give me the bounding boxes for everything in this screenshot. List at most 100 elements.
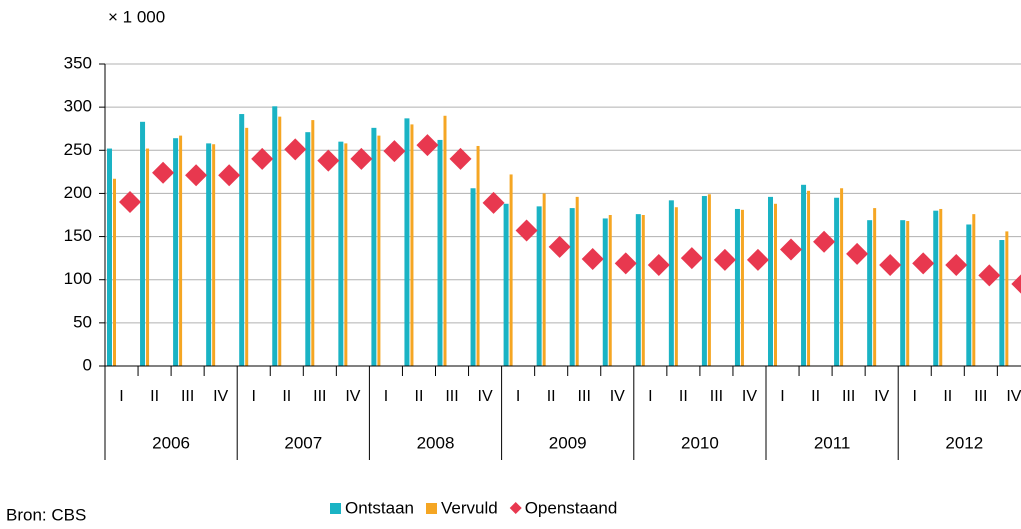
bar bbox=[239, 114, 245, 366]
x-tick-label: III bbox=[842, 388, 855, 405]
x-tick-label: II bbox=[547, 388, 556, 405]
bar bbox=[834, 197, 840, 366]
bar bbox=[107, 148, 112, 366]
bar bbox=[602, 218, 608, 366]
marker bbox=[945, 254, 968, 277]
marker bbox=[548, 235, 571, 258]
bar bbox=[278, 116, 282, 367]
bar bbox=[873, 208, 877, 366]
x-tick-label: II bbox=[415, 388, 424, 405]
x-tick-label: I bbox=[516, 388, 520, 405]
bar bbox=[245, 127, 249, 366]
marker bbox=[1011, 274, 1021, 294]
bar bbox=[437, 139, 443, 366]
y-tick-label: 300 bbox=[64, 97, 92, 116]
bar bbox=[371, 127, 377, 366]
bar bbox=[443, 115, 447, 367]
bar bbox=[173, 138, 179, 366]
marker bbox=[680, 247, 703, 270]
marker bbox=[185, 164, 208, 187]
x-tick-label: IV bbox=[345, 388, 360, 405]
marker bbox=[482, 191, 505, 214]
x-tick-label: I bbox=[251, 388, 255, 405]
year-label: 2006 bbox=[152, 433, 190, 452]
x-tick-label: IV bbox=[478, 388, 493, 405]
bar bbox=[1005, 231, 1009, 366]
marker bbox=[284, 138, 307, 161]
marker bbox=[581, 248, 604, 271]
marker bbox=[152, 161, 175, 184]
year-label: 2008 bbox=[417, 433, 455, 452]
legend-swatch bbox=[426, 503, 437, 514]
marker bbox=[780, 238, 802, 261]
bar bbox=[113, 178, 116, 366]
bar bbox=[377, 135, 381, 366]
bar bbox=[966, 224, 972, 366]
x-tick-label: IV bbox=[874, 388, 889, 405]
x-tick-label: IV bbox=[1006, 388, 1021, 405]
x-tick-label: III bbox=[974, 388, 987, 405]
y-tick-label: 200 bbox=[64, 183, 92, 202]
y-tick-label: 50 bbox=[73, 312, 92, 331]
bar bbox=[410, 124, 414, 367]
bar bbox=[575, 196, 579, 366]
y-tick-label: 150 bbox=[64, 226, 92, 245]
y-tick-label: 100 bbox=[64, 269, 92, 288]
bar bbox=[768, 196, 773, 366]
bar bbox=[146, 148, 150, 366]
marker bbox=[746, 248, 769, 271]
marker bbox=[647, 254, 670, 277]
bar bbox=[867, 220, 873, 366]
bar bbox=[807, 190, 811, 366]
bar bbox=[470, 188, 476, 366]
x-tick-label: III bbox=[578, 388, 591, 405]
x-tick-label: III bbox=[313, 388, 326, 405]
bar bbox=[668, 200, 674, 366]
x-tick-label: II bbox=[811, 388, 820, 405]
year-label: 2007 bbox=[284, 433, 322, 452]
marker bbox=[713, 248, 736, 271]
y-tick-label: 350 bbox=[64, 53, 92, 72]
marker bbox=[846, 242, 869, 265]
x-tick-label: III bbox=[710, 388, 723, 405]
x-tick-label: II bbox=[150, 388, 159, 405]
marker bbox=[218, 164, 241, 187]
bar bbox=[206, 143, 212, 366]
legend-swatch bbox=[509, 502, 522, 514]
bar bbox=[542, 193, 546, 366]
bar bbox=[536, 206, 542, 366]
bar bbox=[344, 143, 348, 366]
marker bbox=[978, 264, 1001, 287]
x-tick-label: IV bbox=[213, 388, 228, 405]
marker bbox=[912, 252, 935, 275]
bar bbox=[740, 209, 744, 366]
marker bbox=[879, 254, 902, 277]
bar bbox=[701, 196, 707, 366]
x-tick-label: III bbox=[445, 388, 458, 405]
year-label: 2011 bbox=[814, 433, 851, 452]
marker bbox=[515, 219, 538, 242]
x-tick-label: II bbox=[943, 388, 952, 405]
bar bbox=[801, 184, 807, 366]
x-tick-label: I bbox=[780, 388, 784, 405]
bar bbox=[272, 106, 278, 366]
bar bbox=[608, 215, 612, 366]
bar bbox=[774, 203, 777, 366]
bar bbox=[999, 240, 1005, 366]
bar bbox=[311, 120, 315, 366]
legend-label: Ontstaan bbox=[345, 498, 414, 517]
x-tick-label: IV bbox=[610, 388, 625, 405]
bar bbox=[305, 132, 311, 366]
marker bbox=[317, 149, 340, 172]
bar bbox=[509, 174, 513, 366]
bar bbox=[503, 203, 509, 366]
bar bbox=[707, 194, 711, 366]
bar bbox=[933, 210, 939, 366]
bar bbox=[569, 208, 575, 366]
marker bbox=[383, 140, 406, 163]
y-tick-label: 0 bbox=[83, 355, 92, 374]
x-tick-label: II bbox=[679, 388, 688, 405]
year-label: 2010 bbox=[681, 433, 719, 452]
